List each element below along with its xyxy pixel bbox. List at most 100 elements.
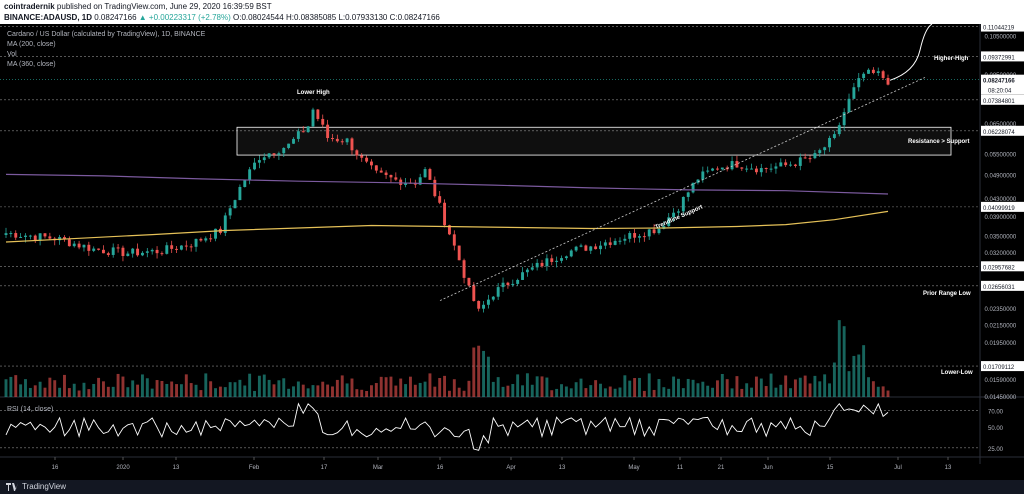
candle-body xyxy=(711,168,715,171)
volume-bar xyxy=(642,390,646,397)
volume-bar xyxy=(384,377,388,397)
rsi-line xyxy=(5,402,889,451)
volume-bar xyxy=(779,384,783,397)
volume-bar xyxy=(82,382,86,397)
volume-bar xyxy=(9,376,13,397)
candle-body xyxy=(292,138,295,144)
volume-bar xyxy=(131,380,135,397)
level-label: 0.01709112 xyxy=(983,365,1015,371)
volume-bar xyxy=(4,379,8,397)
candle-body xyxy=(204,238,208,241)
candle-body xyxy=(184,245,188,247)
candle-body xyxy=(482,304,486,309)
candle-body xyxy=(560,258,563,261)
level-label: 0.02656031 xyxy=(983,285,1015,291)
volume-bar xyxy=(808,383,812,397)
volume-bar xyxy=(496,377,500,397)
candle-body xyxy=(652,229,656,234)
candle-body xyxy=(750,168,754,170)
y-tick-label: 0.10500000 xyxy=(985,35,1017,41)
volume-bar xyxy=(599,383,602,397)
candle-body xyxy=(106,253,110,255)
volume-bar xyxy=(28,387,32,397)
candle-body xyxy=(681,196,685,212)
candle-body xyxy=(189,246,193,248)
annotation-label: Higher-High xyxy=(934,56,969,62)
chart-pane[interactable]: 0.105000000.085000000.065000000.05500000… xyxy=(0,21,1024,480)
volume-bar xyxy=(106,386,110,397)
candle-body xyxy=(506,282,510,286)
volume-bar xyxy=(418,382,422,397)
volume-bar xyxy=(428,373,432,397)
x-tick-label: 13 xyxy=(945,465,952,471)
level-label-bg xyxy=(981,361,1024,372)
open-value: 0.08024544 xyxy=(241,13,284,22)
volume-bar xyxy=(837,320,841,397)
volume-bar xyxy=(53,380,57,397)
y-tick-label: 0.04900000 xyxy=(985,173,1017,179)
level-label: 0.02957682 xyxy=(983,265,1015,271)
candle-body xyxy=(423,169,427,178)
candle-body xyxy=(730,161,734,170)
candle-body xyxy=(170,245,174,249)
volume-bar xyxy=(501,386,505,397)
volume-bar xyxy=(179,384,183,397)
volume-bar xyxy=(613,388,617,397)
volume-bar xyxy=(652,389,656,397)
rsi-legend[interactable]: RSI (14, close) xyxy=(7,406,54,413)
candle-body xyxy=(238,186,242,201)
x-tick-label: Jul xyxy=(894,465,902,471)
volume-bar xyxy=(847,371,851,397)
candle-body xyxy=(345,138,349,143)
volume-bar xyxy=(662,387,666,397)
publish-header: cointradernik published on TradingView.c… xyxy=(0,0,1024,24)
legend-ma200[interactable]: MA (200, close) xyxy=(7,41,56,48)
volume-bar xyxy=(218,386,222,397)
candle-body xyxy=(769,168,773,170)
volume-bar xyxy=(560,384,563,397)
candle-body xyxy=(818,150,822,154)
volume-bar xyxy=(272,384,276,397)
candle-body xyxy=(433,179,437,197)
candle-body xyxy=(438,196,442,203)
volume-bar xyxy=(764,386,768,397)
candle-body xyxy=(228,208,232,216)
y-tick-label: 0.01950000 xyxy=(985,341,1017,347)
candle-body xyxy=(828,137,831,148)
volume-bar xyxy=(63,374,66,397)
x-tick-label: 16 xyxy=(437,465,444,471)
volume-bar xyxy=(389,376,393,397)
level-label-bg xyxy=(981,94,1024,105)
chart-canvas[interactable]: 0.105000000.085000000.065000000.05500000… xyxy=(0,21,1024,480)
candle-body xyxy=(774,166,778,169)
y-tick-label: 0.02150000 xyxy=(985,323,1017,329)
volume-bar xyxy=(77,390,81,397)
candle-body xyxy=(555,260,559,262)
candle-body xyxy=(262,157,266,161)
price-change: +0.00223317 (+2.78%) xyxy=(148,13,231,22)
candle-body xyxy=(38,233,42,241)
annotation-label: Lower-Low xyxy=(941,370,973,376)
published-text: published on TradingView.com, June 29, 2… xyxy=(56,2,272,11)
volume-bar xyxy=(19,384,23,397)
candle-body xyxy=(564,256,568,259)
candle-body xyxy=(175,248,179,250)
legend-vol[interactable]: Vol xyxy=(7,51,17,58)
volume-bar xyxy=(886,390,890,397)
ma200-line xyxy=(5,210,889,243)
candle-body xyxy=(511,283,515,286)
candle-body xyxy=(179,245,183,250)
publisher-name[interactable]: cointradernik xyxy=(4,2,55,11)
candle-body xyxy=(706,170,710,172)
legend-ma360[interactable]: MA (360, close) xyxy=(7,61,56,68)
candle-body xyxy=(847,98,851,113)
candle-body xyxy=(33,235,37,241)
candle-body xyxy=(301,131,305,133)
volume-bar xyxy=(262,374,266,397)
candle-body xyxy=(9,233,13,235)
candle-body xyxy=(428,169,432,180)
candle-body xyxy=(214,228,217,239)
x-tick-label: Mar xyxy=(373,465,383,471)
candle-body xyxy=(472,285,476,301)
candle-body xyxy=(287,143,291,148)
